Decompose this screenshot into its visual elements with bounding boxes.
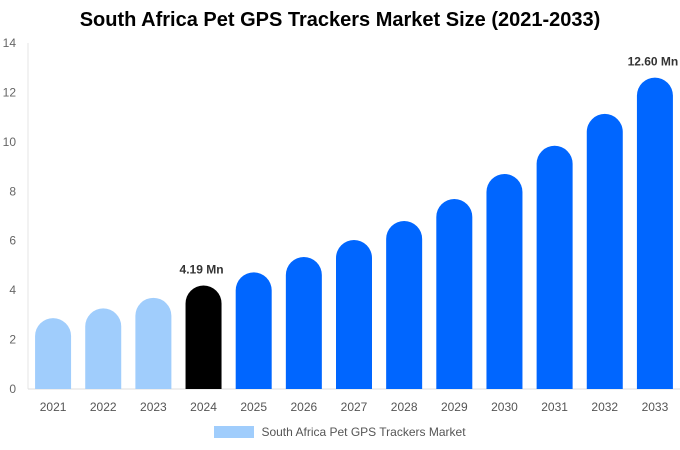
bar-2027 [336,239,372,389]
x-tick-label: 2032 [591,400,618,414]
y-tick-label: 6 [9,234,16,248]
x-tick-label: 2029 [441,400,468,414]
bar-2023 [135,297,172,389]
x-tick-label: 2031 [541,400,568,414]
bar-2028 [386,220,423,389]
bar-2024 [185,285,222,389]
y-tick-label: 14 [3,36,17,50]
bar-2031 [536,145,573,389]
x-tick-label: 2026 [290,400,317,414]
bar-2021 [35,318,72,389]
y-tick-label: 4 [9,283,16,297]
legend-label: South Africa Pet GPS Trackers Market [261,425,466,439]
y-tick-label: 12 [3,85,17,99]
legend-swatch [214,426,255,438]
y-tick-label: 2 [9,333,16,347]
x-tick-label: 2030 [491,400,518,414]
y-tick-label: 0 [9,382,16,396]
x-tick-label: 2025 [240,400,267,414]
bar-2032 [586,113,623,389]
legend: South Africa Pet GPS Trackers Market [0,425,680,439]
x-tick-label: 2024 [190,400,217,414]
x-tick-label: 2022 [90,400,117,414]
x-tick-label: 2021 [40,400,67,414]
y-tick-label: 10 [3,135,17,149]
data-label: 4.19 Mn [180,262,224,276]
data-label: 12.60 Mn [628,55,679,69]
x-tick-label: 2028 [391,400,418,414]
chart-title: South Africa Pet GPS Trackers Market Siz… [79,9,601,31]
x-tick-label: 2023 [140,400,167,414]
y-tick-label: 8 [9,184,16,198]
x-tick-label: 2027 [341,400,368,414]
bar-2026 [285,257,322,389]
bar-2030 [486,173,523,389]
x-tick-label: 2033 [642,400,669,414]
bar-2022 [85,308,122,389]
bar-2025 [235,272,272,389]
bar-2033 [636,77,673,389]
bar-2029 [436,198,473,389]
